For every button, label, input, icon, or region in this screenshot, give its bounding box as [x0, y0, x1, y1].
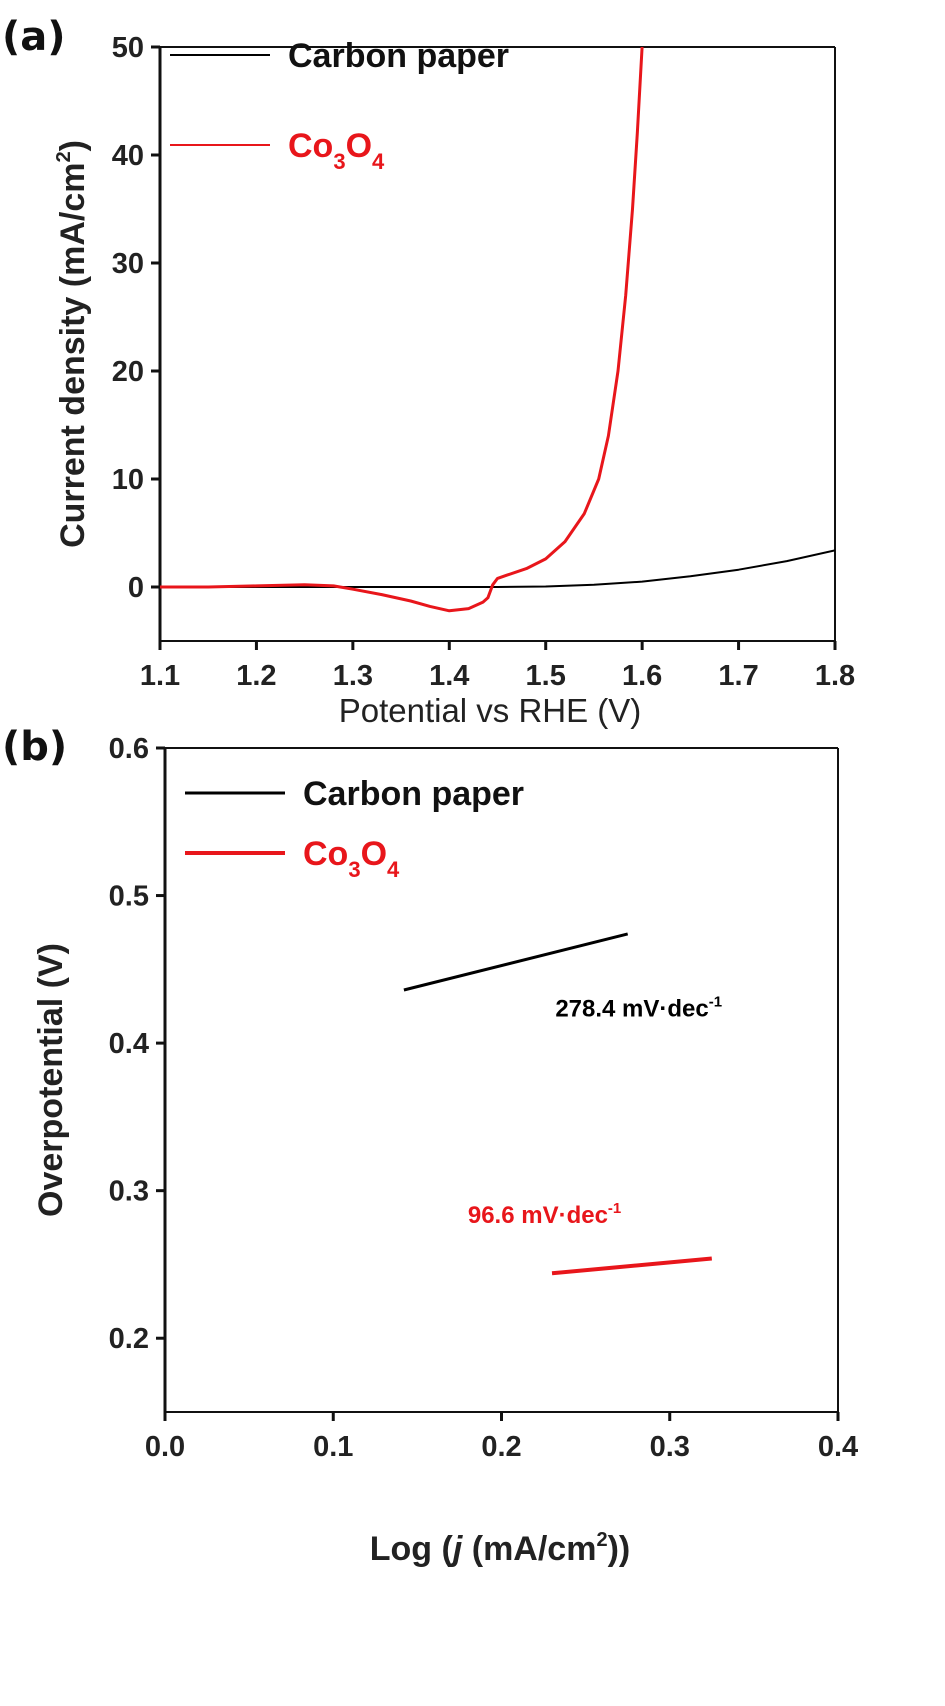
- y-tick-label: 0.5: [109, 881, 149, 913]
- x-tick-label: 1.7: [718, 660, 758, 692]
- x-tick-label: 0.1: [313, 1431, 353, 1463]
- x-tick-label: 1.5: [526, 660, 566, 692]
- x-tick-label: 1.6: [622, 660, 662, 692]
- x-tick-label: 0.4: [818, 1431, 858, 1463]
- plot-a-xlabel: Potential vs RHE (V): [339, 692, 642, 729]
- y-tick-label: 20: [112, 356, 144, 388]
- series-line-co3o4: [160, 47, 644, 613]
- plot-b-xlabel: Log (j (mA/cm2)): [370, 1529, 630, 1568]
- x-tick-label: 0.2: [481, 1431, 521, 1463]
- legend-label: Co3O4: [288, 127, 385, 174]
- series-line-carbon-paper: [160, 549, 835, 588]
- x-tick-label: 1.4: [429, 660, 469, 692]
- slope-annotation: 278.4 mV·dec-1: [555, 994, 722, 1023]
- y-tick-label: 0.3: [109, 1176, 149, 1208]
- x-tick-label: 0.0: [145, 1431, 185, 1463]
- y-tick-label: 40: [112, 140, 144, 172]
- x-tick-label: 1.1: [140, 660, 180, 692]
- panel-a-label: (a): [2, 14, 66, 60]
- series-line-carbon-paper: [403, 932, 629, 992]
- legend-label: Co3O4: [303, 835, 400, 882]
- legend-label: Carbon paper: [303, 775, 524, 813]
- x-tick-label: 1.2: [236, 660, 276, 692]
- y-tick-label: 0: [128, 572, 144, 604]
- plot-a-ylabel: Current density (mA/cm2): [53, 140, 92, 548]
- series-line-co3o4: [551, 1256, 712, 1276]
- y-tick-label: 30: [112, 248, 144, 280]
- x-tick-label: 1.8: [815, 660, 855, 692]
- y-tick-label: 0.6: [109, 733, 149, 765]
- y-tick-label: 0.4: [109, 1028, 149, 1060]
- panel-b-label: (b): [2, 724, 67, 770]
- plot-a: 1.1 1.2 1.3 1.4 1.5 1.6 1.7 1.8 0 10 20 30 40 50 Carbo…: [112, 32, 855, 692]
- legend-label: Carbon paper: [288, 37, 509, 75]
- plot-b: 0.0 0.1 0.2 0.3 0.4 0.2 0.3 0.4 0.5 0.6 Carbon pap…: [109, 733, 858, 1463]
- y-tick-label: 0.2: [109, 1323, 149, 1355]
- plot-b-ylabel: Overpotential (V): [32, 943, 70, 1217]
- y-tick-label: 10: [112, 464, 144, 496]
- y-tick-label: 50: [112, 32, 144, 64]
- x-tick-label: 1.3: [333, 660, 373, 692]
- slope-annotation: 96.6 mV·dec-1: [468, 1200, 621, 1229]
- x-tick-label: 0.3: [650, 1431, 690, 1463]
